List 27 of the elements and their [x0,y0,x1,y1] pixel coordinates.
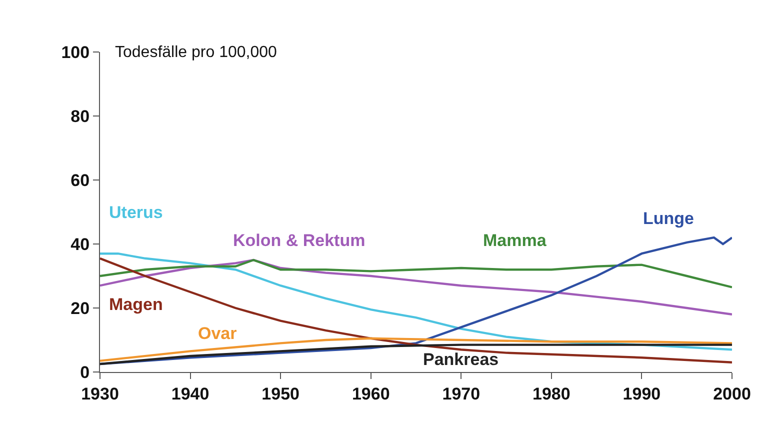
x-tick-label: 1970 [442,384,480,404]
x-tick-label: 1960 [352,384,390,404]
series-label: Pankreas [423,350,499,369]
line-series [100,258,732,288]
line-series [100,344,732,366]
y-tick-label: 100 [61,42,90,62]
series-label: Uterus [109,203,163,222]
y-tick-label: 20 [70,298,90,318]
line-series [100,258,732,316]
x-tick-label: 2000 [713,384,751,404]
series-label: Kolon & Rektum [233,231,366,250]
y-tick-label: 0 [80,362,90,382]
y-tick-label: 80 [70,106,90,126]
line-series [100,252,732,351]
series-label: Mamma [483,231,547,250]
x-tick-label: 1950 [262,384,300,404]
y-axis-title: Todesfälle pro 100,000 [115,44,277,61]
series-label: Magen [109,295,163,314]
x-tick-label: 1930 [81,384,119,404]
x-tick-label: 1990 [622,384,661,404]
y-tick-label: 60 [70,170,90,190]
x-tick-label: 1980 [532,384,570,404]
y-tick-label: 40 [70,234,90,254]
x-tick-label: 1940 [171,384,210,404]
series-label: Lunge [643,209,694,228]
line-series [100,257,732,364]
series-label: Ovar [198,324,238,343]
